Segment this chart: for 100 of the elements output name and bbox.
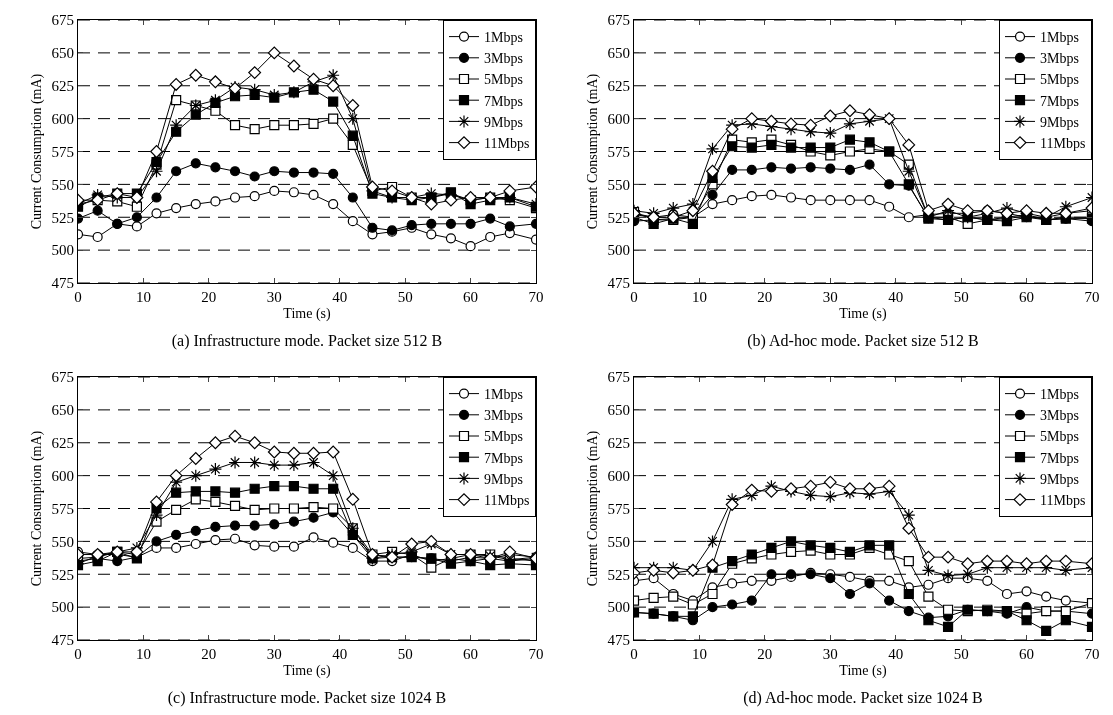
x-tick-label: 40	[888, 289, 904, 305]
x-tick-label: 70	[1084, 289, 1100, 305]
legend-label: 7Mbps	[1040, 93, 1079, 109]
y-tick-label: 550	[51, 176, 74, 193]
x-tick-label: 70	[528, 289, 544, 305]
legend-label: 1Mbps	[484, 387, 523, 403]
x-axis-title: Time (s)	[283, 663, 331, 680]
text: (b) Ad-hoc mode. Packet size 512 B	[747, 332, 979, 351]
y-tick-label: 675	[51, 12, 74, 29]
y-tick-label: 525	[51, 209, 74, 226]
x-tick-label: 40	[888, 646, 904, 662]
legend-label: 1Mbps	[1040, 387, 1079, 403]
y-tick-label: 650	[51, 45, 74, 62]
legend-label: 9Mbps	[484, 114, 523, 130]
legend-label: 7Mbps	[484, 93, 523, 109]
x-tick-label: 50	[953, 646, 969, 662]
legend-label: 7Mbps	[484, 450, 523, 466]
legend-label: 11Mbps	[1040, 493, 1086, 509]
x-tick-label: 40	[332, 289, 348, 305]
x-tick-label: 50	[953, 289, 969, 305]
y-tick-label: 625	[51, 435, 74, 451]
x-tick-label: 40	[332, 646, 348, 662]
x-tick-label: 20	[201, 646, 217, 662]
legend-label: 7Mbps	[1040, 450, 1079, 466]
x-tick-label: 20	[201, 289, 217, 305]
x-axis-title: Time (s)	[283, 306, 331, 323]
legend-label: 5Mbps	[1040, 429, 1079, 445]
y-tick-label: 625	[607, 78, 630, 94]
y-tick-label: 600	[607, 467, 630, 484]
y-tick-label: 525	[607, 566, 630, 583]
y-tick-label: 600	[607, 110, 630, 127]
legend-label: 1Mbps	[1040, 30, 1079, 46]
legend-label: 11Mbps	[1040, 136, 1086, 152]
legend-label: 1Mbps	[484, 30, 523, 46]
x-tick-label: 50	[397, 646, 413, 662]
y-tick-label: 525	[607, 209, 630, 226]
y-axis-title: Current Consumption (mA)	[585, 73, 602, 230]
x-tick-label: 60	[463, 646, 479, 662]
x-tick-label: 0	[630, 289, 638, 305]
y-tick-label: 575	[51, 143, 74, 160]
legend-label: 11Mbps	[484, 136, 530, 152]
y-tick-label: 475	[51, 275, 74, 292]
y-tick-label: 500	[51, 599, 74, 616]
y-tick-label: 575	[607, 143, 630, 160]
y-tick-label: 475	[607, 632, 630, 649]
x-tick-label: 0	[630, 646, 638, 662]
y-tick-label: 625	[51, 78, 74, 94]
legend-label: 9Mbps	[1040, 114, 1079, 130]
legend-label: 5Mbps	[1040, 72, 1079, 88]
y-tick-label: 600	[51, 110, 74, 127]
y-tick-label: 500	[51, 242, 74, 259]
legend-label: 3Mbps	[1040, 408, 1079, 424]
y-tick-label: 500	[607, 599, 630, 616]
text: (a) Infrastructure mode. Packet size 512 B	[171, 332, 443, 351]
y-tick-label: 575	[51, 500, 74, 517]
text: (c) Infrastructure mode. Packet size 1024 B	[167, 689, 447, 708]
x-tick-label: 60	[1019, 289, 1035, 305]
y-tick-label: 625	[607, 435, 630, 451]
y-tick-label: 550	[51, 533, 74, 550]
legend-label: 3Mbps	[484, 51, 523, 67]
x-tick-label: 10	[691, 289, 707, 305]
text: (d) Ad-hoc mode. Packet size 1024 B	[743, 689, 983, 708]
x-tick-label: 20	[757, 289, 773, 305]
legend-label: 5Mbps	[484, 429, 523, 445]
x-tick-label: 70	[1084, 646, 1100, 662]
y-tick-label: 575	[607, 500, 630, 517]
legend-label: 5Mbps	[484, 72, 523, 88]
y-tick-label: 550	[607, 533, 630, 550]
y-tick-label: 600	[51, 467, 74, 484]
legend-label: 11Mbps	[484, 493, 530, 509]
x-tick-label: 50	[397, 289, 413, 305]
x-axis-title: Time (s)	[839, 663, 887, 680]
y-tick-label: 475	[607, 275, 630, 292]
y-tick-label: 475	[51, 632, 74, 649]
x-tick-label: 60	[463, 289, 479, 305]
y-tick-label: 650	[51, 402, 74, 419]
y-axis-title: Current Consumption (mA)	[29, 430, 46, 587]
legend-label: 3Mbps	[1040, 51, 1079, 67]
y-tick-label: 550	[607, 176, 630, 193]
x-tick-label: 10	[135, 289, 151, 305]
y-tick-label: 650	[607, 45, 630, 62]
legend-label: 9Mbps	[484, 471, 523, 487]
y-axis-title: Current Consumption (mA)	[29, 73, 46, 230]
x-tick-label: 20	[757, 646, 773, 662]
x-tick-label: 30	[266, 289, 282, 305]
x-tick-label: 70	[528, 646, 544, 662]
y-tick-label: 675	[607, 12, 630, 29]
y-axis-title: Current Consumption (mA)	[585, 430, 602, 587]
x-tick-label: 30	[266, 646, 282, 662]
legend-label: 3Mbps	[484, 408, 523, 424]
x-tick-label: 0	[74, 646, 82, 662]
x-tick-label: 10	[691, 646, 707, 662]
y-tick-label: 650	[607, 402, 630, 419]
legend-label: 9Mbps	[1040, 471, 1079, 487]
x-tick-label: 0	[74, 289, 82, 305]
x-tick-label: 10	[135, 646, 151, 662]
y-tick-label: 500	[607, 242, 630, 259]
y-tick-label: 675	[607, 369, 630, 386]
x-tick-label: 60	[1019, 646, 1035, 662]
x-tick-label: 30	[822, 646, 838, 662]
